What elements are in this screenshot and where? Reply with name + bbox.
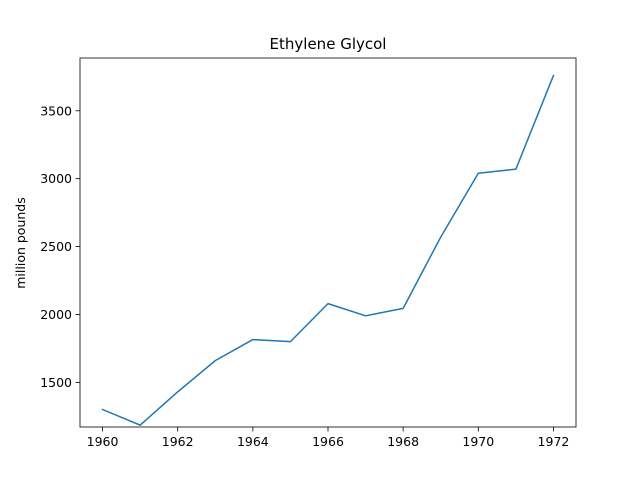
y-tick-label-1500: 1500 [40,375,72,390]
x-tick-label-1960: 1960 [87,434,119,449]
chart-title: Ethylene Glycol [270,35,387,53]
x-tick-label-1964: 1964 [237,434,269,449]
x-tick-label-1970: 1970 [462,434,494,449]
y-tick-label-2000: 2000 [40,307,72,322]
x-tick-label-1966: 1966 [312,434,344,449]
y-tick-label-2500: 2500 [40,239,72,254]
x-tick-label-1962: 1962 [162,434,194,449]
series-line-0 [101,74,555,426]
x-tick-label-1968: 1968 [387,434,419,449]
axes-frame [79,57,577,428]
plot-area: 1960 1962 1964 1966 1968 1970 1972 1500 2000 2500… [40,57,577,449]
y-tick-label-3500: 3500 [40,103,72,118]
x-tick-label-1972: 1972 [538,434,570,449]
y-axis-label: million pounds [13,197,28,289]
y-tick-label-3000: 3000 [40,171,72,186]
